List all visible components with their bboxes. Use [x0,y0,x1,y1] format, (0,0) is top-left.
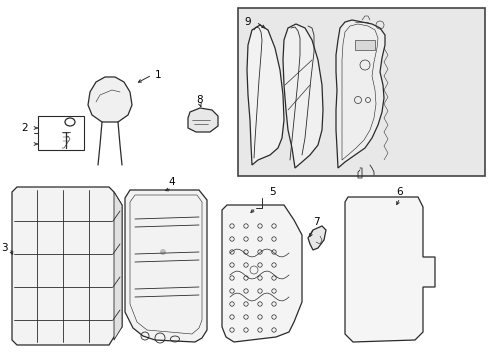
Text: 2: 2 [22,123,28,133]
Text: 7: 7 [313,217,319,227]
Polygon shape [336,20,385,168]
Text: 8: 8 [196,95,203,105]
Polygon shape [283,24,323,168]
Polygon shape [345,197,435,342]
Text: 4: 4 [169,177,175,187]
Polygon shape [355,40,375,50]
Text: 3: 3 [0,243,7,253]
Polygon shape [308,226,326,250]
Polygon shape [188,108,218,132]
Polygon shape [12,187,122,345]
Polygon shape [88,77,132,122]
Text: 6: 6 [397,187,403,197]
Text: 1: 1 [155,70,161,80]
Bar [38,116,84,150]
Polygon shape [222,205,302,342]
Circle shape [160,249,166,255]
Text: 9: 9 [245,17,251,27]
Polygon shape [247,25,284,165]
Polygon shape [125,190,207,342]
Bar [238,8,485,176]
Polygon shape [114,192,122,340]
Text: 5: 5 [269,187,275,197]
